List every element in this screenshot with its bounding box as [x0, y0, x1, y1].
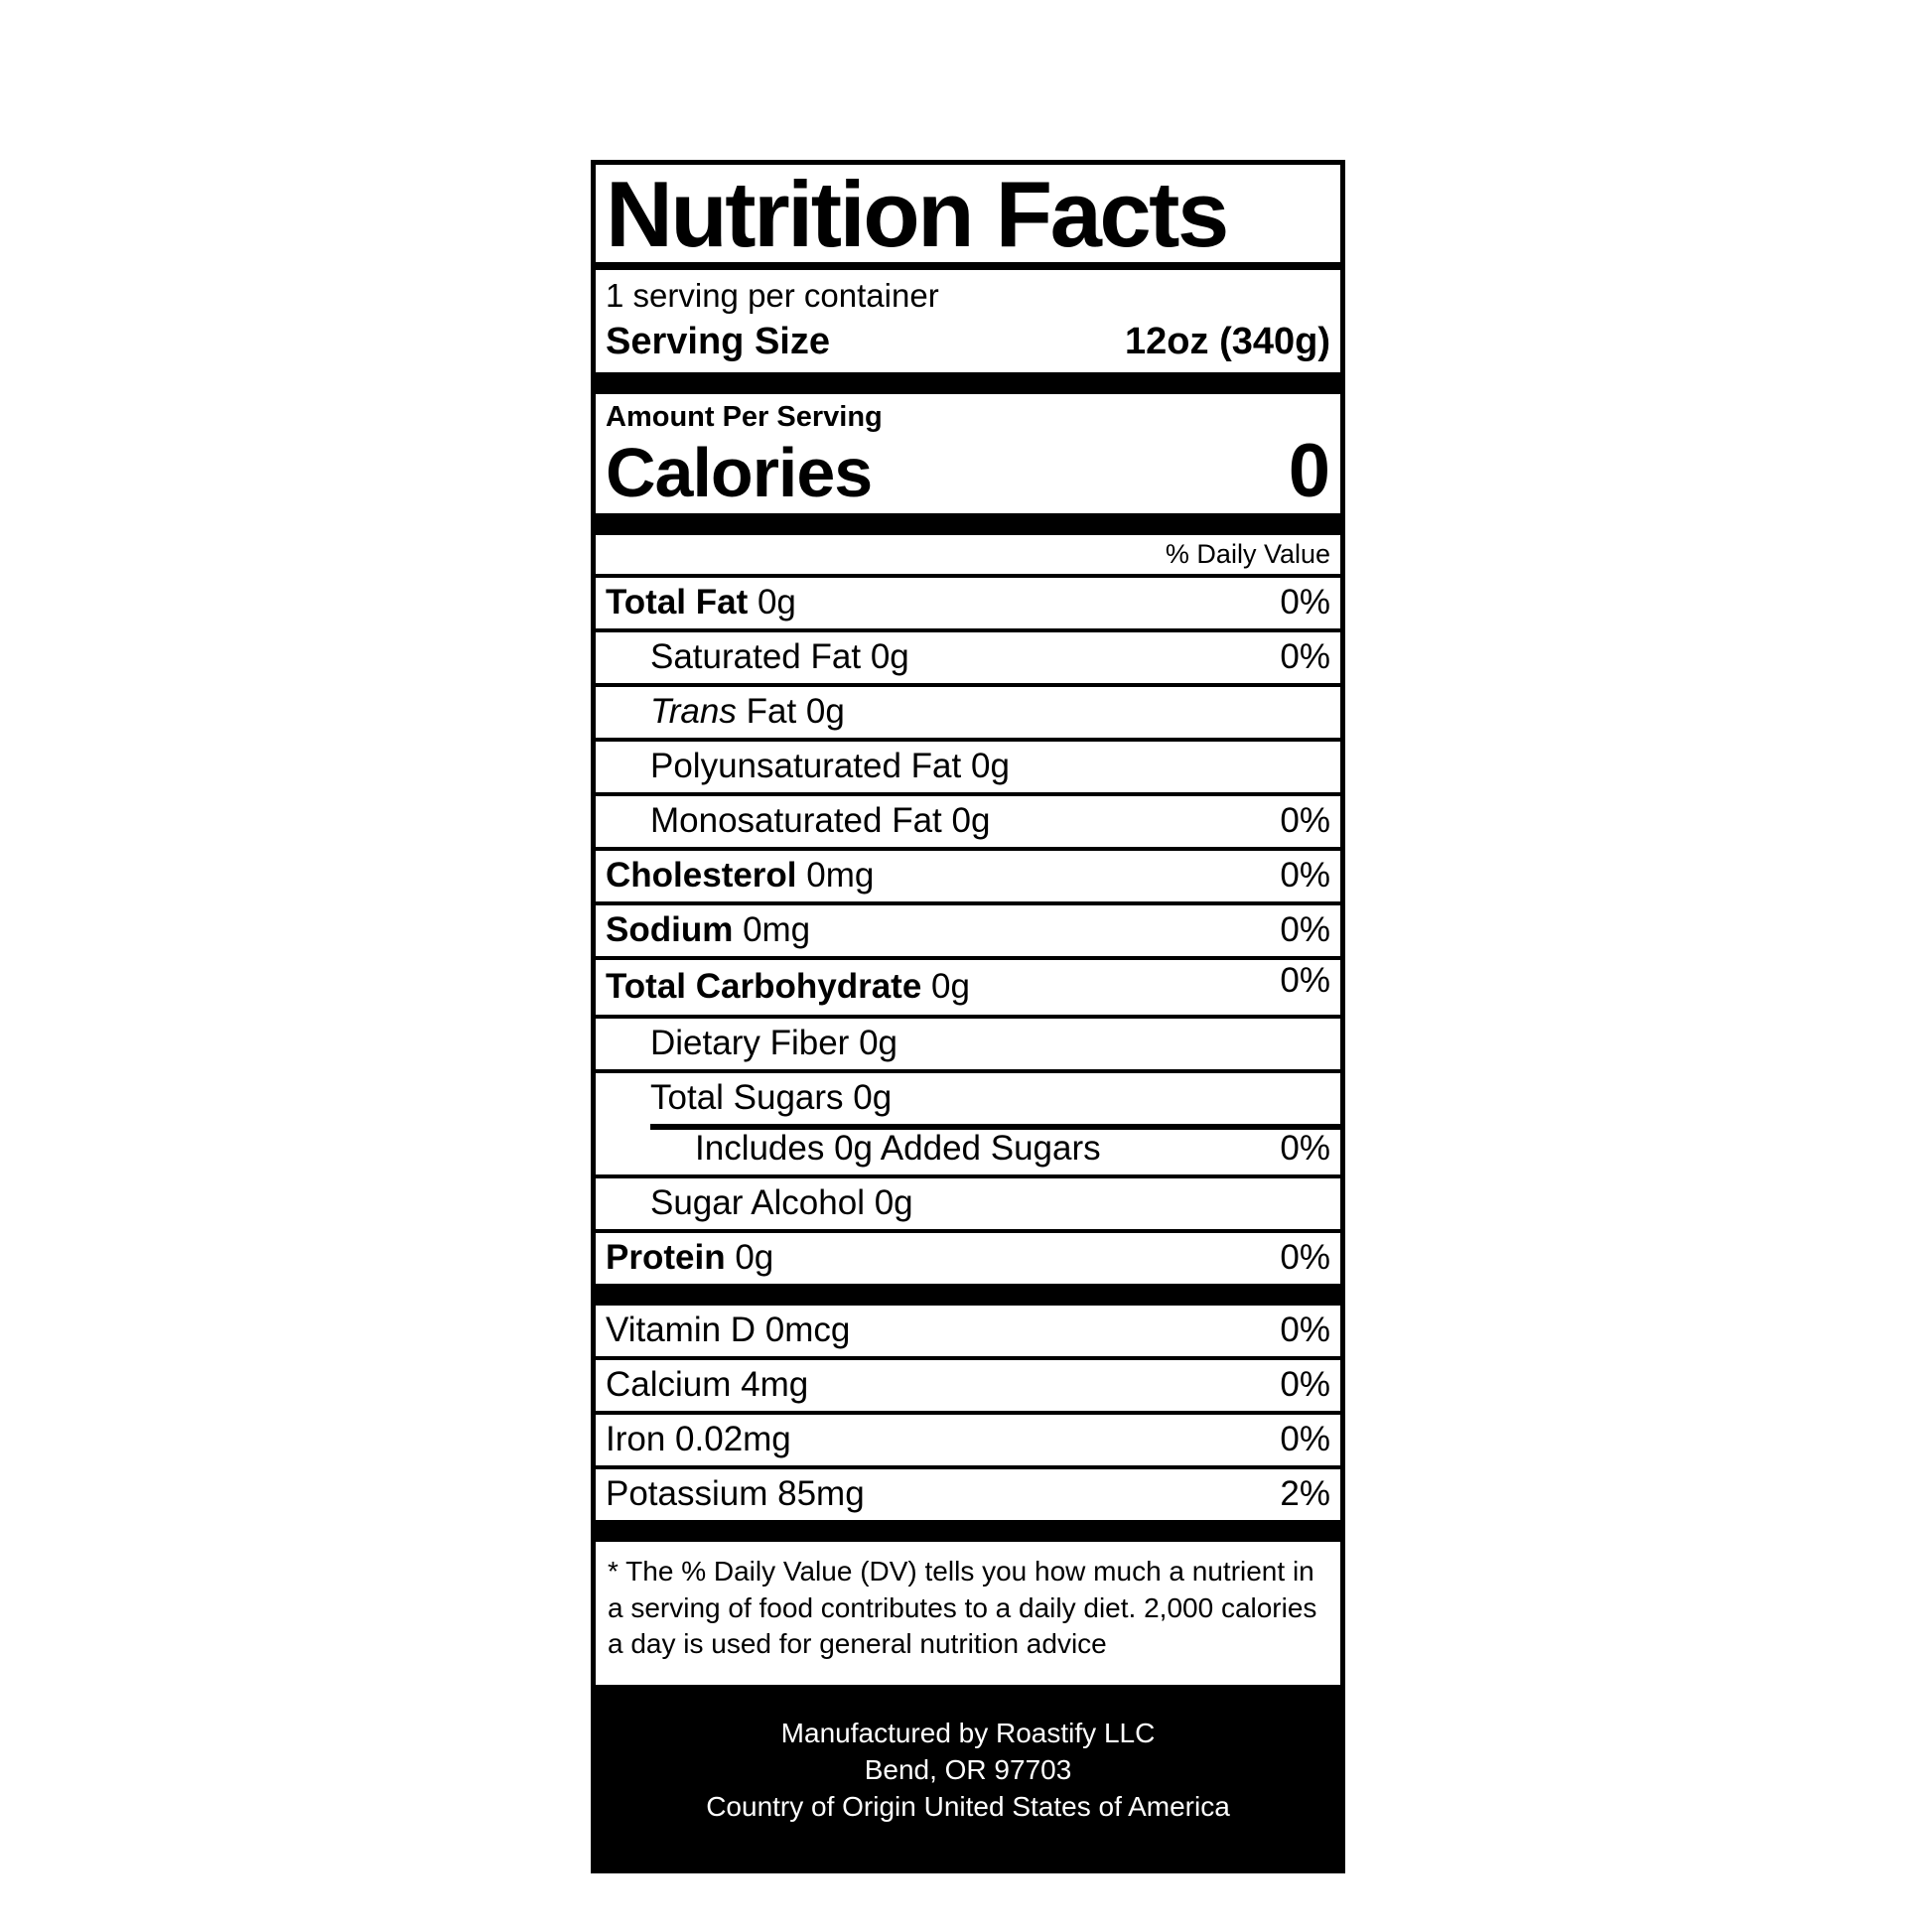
serving-size-row: Serving Size 12oz (340g) [596, 318, 1340, 372]
row-monosaturated-fat: Monosaturated Fat 0g 0% [596, 792, 1340, 847]
manufacturer-line: Country of Origin United States of Ameri… [706, 1791, 1230, 1822]
nutrient-name: Dietary Fiber [650, 1024, 850, 1063]
divider-thick-vitamins [596, 1284, 1340, 1307]
nutrition-facts-label: Nutrition Facts 1 serving per container … [591, 160, 1345, 1874]
nutrient-dv: 0% [1280, 1129, 1330, 1169]
serving-size-label: Serving Size [606, 321, 830, 363]
nutrient-amount: 0g [931, 967, 970, 1007]
row-added-sugars: Includes 0g Added Sugars 0% [596, 1124, 1340, 1174]
vitamin-name: Calcium 4mg [606, 1365, 809, 1405]
nutrient-dv: 0% [1280, 1238, 1330, 1278]
manufacturer-footer: Manufactured by Roastify LLC Bend, OR 97… [596, 1684, 1340, 1869]
daily-value-footnote: * The % Daily Value (DV) tells you how m… [596, 1542, 1340, 1684]
nutrient-name: Protein [606, 1238, 726, 1278]
divider-thick-footnote [596, 1520, 1340, 1543]
vitamin-list: Vitamin D 0mcg 0% Calcium 4mg 0% Iron 0.… [596, 1306, 1340, 1520]
divider-thick-calories [596, 513, 1340, 536]
nutrient-name: Sugar Alcohol [650, 1183, 865, 1223]
calories-row: Calories 0 [596, 434, 1340, 513]
nutrient-dv: 0% [1280, 961, 1330, 1001]
nutrient-name: Monosaturated Fat [650, 801, 942, 841]
footnote-line: * The % Daily Value (DV) tells you how m… [608, 1556, 1314, 1587]
label-title: Nutrition Facts [596, 165, 1340, 271]
nutrient-name: Saturated Fat [650, 637, 862, 677]
row-total-sugars: Total Sugars 0g [596, 1069, 1340, 1124]
nutrient-list: Total Fat 0g 0% Saturated Fat 0g 0% Tran… [596, 574, 1340, 1284]
row-total-carbohydrate: Total Carbohydrate 0g 0% [596, 956, 1340, 1015]
vitamin-name: Vitamin D 0mcg [606, 1311, 851, 1350]
nutrient-name: Cholesterol [606, 856, 797, 896]
nutrient-amount: 0mg [806, 856, 875, 896]
nutrient-dv: 0% [1280, 637, 1330, 677]
nutrient-amount: 0g [874, 1183, 913, 1223]
vitamin-name: Iron 0.02mg [606, 1420, 791, 1459]
row-protein: Protein 0g 0% [596, 1229, 1340, 1284]
row-vitamin-d: Vitamin D 0mcg 0% [596, 1306, 1340, 1356]
nutrient-amount: Fat 0g [746, 692, 845, 732]
row-calcium: Calcium 4mg 0% [596, 1356, 1340, 1411]
nutrient-amount: 0mg [743, 910, 811, 950]
footnote-line: a serving of food contributes to a daily… [608, 1591, 1317, 1623]
serving-size-value: 12oz (340g) [1125, 321, 1330, 363]
nutrient-amount: 0g [870, 637, 909, 677]
nutrient-name: Trans [650, 692, 737, 732]
nutrient-name: Polyunsaturated Fat [650, 747, 962, 786]
vitamin-dv: 0% [1280, 1311, 1330, 1350]
row-trans-fat: Trans Fat 0g [596, 683, 1340, 738]
row-saturated-fat: Saturated Fat 0g 0% [596, 628, 1340, 683]
row-sodium: Sodium 0mg 0% [596, 901, 1340, 956]
nutrient-name: Sodium [606, 910, 734, 950]
calories-value: 0 [1288, 429, 1330, 514]
vitamin-name: Potassium 85mg [606, 1474, 865, 1514]
row-dietary-fiber: Dietary Fiber 0g [596, 1015, 1340, 1069]
nutrient-amount: 0g [970, 747, 1010, 786]
nutrient-amount: 0g [853, 1078, 893, 1118]
vitamin-dv: 2% [1280, 1474, 1330, 1514]
row-polyunsaturated-fat: Polyunsaturated Fat 0g [596, 738, 1340, 792]
nutrient-amount: 0g [859, 1024, 897, 1063]
divider-thick-top [596, 372, 1340, 395]
daily-value-header: % Daily Value [1165, 539, 1330, 570]
footnote-line: a day is used for general nutrition advi… [608, 1628, 1107, 1660]
nutrient-amount: 0g [951, 801, 991, 841]
servings-per-container: 1 serving per container [606, 277, 939, 315]
nutrient-amount: 0g [735, 1238, 774, 1278]
vitamin-dv: 0% [1280, 1420, 1330, 1459]
nutrient-dv: 0% [1280, 910, 1330, 950]
row-sugar-alcohol: Sugar Alcohol 0g [596, 1174, 1340, 1229]
manufacturer-line: Manufactured by Roastify LLC [780, 1717, 1156, 1748]
nutrient-amount: 0g [757, 583, 796, 622]
nutrient-dv: 0% [1280, 583, 1330, 622]
row-potassium: Potassium 85mg 2% [596, 1465, 1340, 1520]
nutrient-dv: 0% [1280, 856, 1330, 896]
calories-label: Calories [606, 433, 873, 511]
nutrient-name: Total Sugars [650, 1078, 844, 1118]
vitamin-dv: 0% [1280, 1365, 1330, 1405]
nutrient-name: Total Carbohydrate [606, 967, 922, 1007]
row-total-fat: Total Fat 0g 0% [596, 574, 1340, 628]
amount-per-serving-label: Amount Per Serving [606, 401, 883, 434]
manufacturer-line: Bend, OR 97703 [864, 1753, 1072, 1785]
nutrient-name: Includes 0g Added Sugars [695, 1129, 1101, 1169]
nutrient-dv: 0% [1280, 801, 1330, 841]
row-cholesterol: Cholesterol 0mg 0% [596, 847, 1340, 901]
nutrient-name: Total Fat [606, 583, 749, 622]
row-iron: Iron 0.02mg 0% [596, 1411, 1340, 1465]
